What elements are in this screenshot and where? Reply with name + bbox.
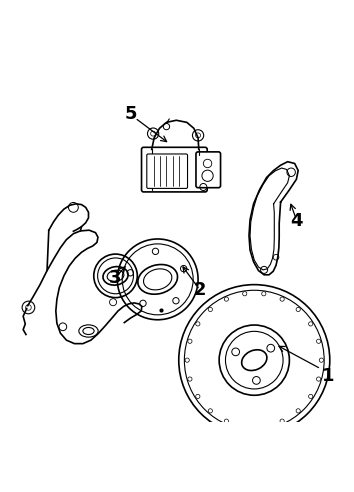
Circle shape	[319, 358, 324, 362]
Circle shape	[188, 377, 192, 381]
Circle shape	[309, 322, 313, 326]
Circle shape	[208, 308, 212, 311]
Circle shape	[188, 339, 192, 343]
Circle shape	[242, 292, 247, 296]
FancyBboxPatch shape	[196, 152, 221, 187]
Circle shape	[309, 394, 313, 399]
Circle shape	[280, 297, 284, 301]
Circle shape	[316, 377, 321, 381]
Circle shape	[262, 292, 266, 296]
Text: 5: 5	[125, 105, 138, 123]
Circle shape	[196, 322, 200, 326]
Circle shape	[280, 419, 284, 423]
Circle shape	[208, 409, 212, 413]
Text: 2: 2	[194, 281, 206, 299]
Text: 1: 1	[322, 367, 334, 385]
FancyBboxPatch shape	[147, 154, 188, 188]
Text: 4: 4	[290, 213, 303, 230]
Circle shape	[296, 409, 300, 413]
FancyBboxPatch shape	[142, 147, 207, 192]
Circle shape	[262, 425, 266, 429]
Circle shape	[242, 425, 247, 429]
Text: 3: 3	[109, 269, 122, 287]
Circle shape	[196, 394, 200, 399]
Circle shape	[296, 308, 300, 311]
Circle shape	[316, 339, 321, 343]
Circle shape	[224, 297, 229, 301]
Circle shape	[224, 419, 229, 423]
Circle shape	[185, 358, 189, 362]
